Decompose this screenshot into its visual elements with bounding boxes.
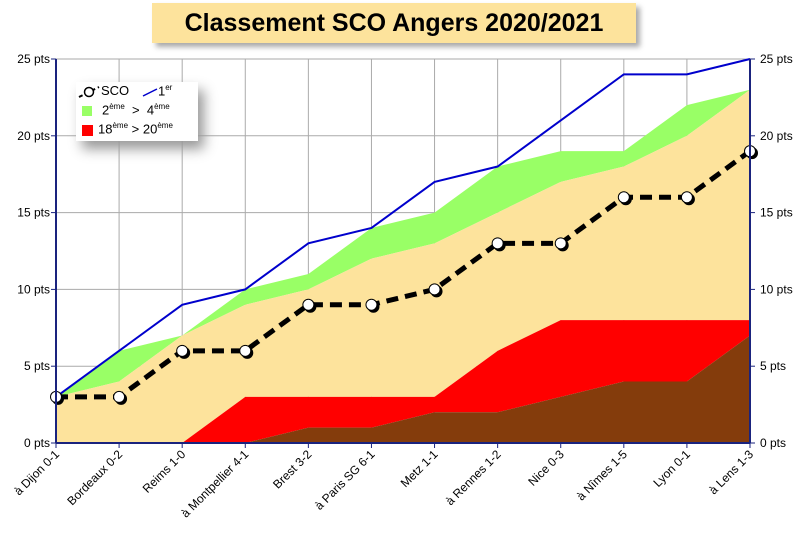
sco-point [491,237,504,250]
y-tick-label-left: 25 pts [17,52,50,66]
x-tick-label: à Montpellier 4-1 [178,447,251,520]
x-tick-label: à Nîmes 1-5 [574,447,630,503]
y-tick-label-right: 15 pts [760,206,793,220]
legend-sco-marker-icon [78,86,100,98]
y-tick-label-right: 25 pts [760,52,793,66]
legend-top-band-label: 2ème > 4ème [102,102,170,118]
mid-table-area [56,89,750,443]
y-tick-label-left: 5 pts [24,359,50,373]
x-tick-label: à Rennes 1-2 [443,447,504,508]
legend: SCO 1er 2ème > 4ème 18ème > 20ème [76,82,198,141]
y-tick-label-right: 0 pts [760,436,786,450]
x-tick-label: à Dijon 0-1 [11,447,62,498]
sco-point [302,298,315,311]
y-tick-label-right: 20 pts [760,129,793,143]
legend-first-line-icon [142,88,158,97]
y-tick-label-left: 20 pts [17,129,50,143]
y-tick-label-left: 0 pts [24,436,50,450]
sco-point [239,344,252,357]
band-2-4-area [56,89,750,397]
legend-first-label: 1er [158,83,173,99]
y-tick-label-right: 10 pts [760,282,793,296]
legend-red-swatch-icon [82,125,93,136]
y-tick-label-left: 15 pts [17,206,50,220]
sco-point [554,237,567,250]
x-tick-label: à Lens 1-3 [706,447,756,497]
band-18-20-area [56,320,750,443]
x-tick-label: Metz 1-1 [398,447,441,490]
x-tick-label: Brest 3-2 [270,447,315,492]
legend-green-swatch-icon [82,106,92,116]
x-tick-label: Bordeaux 0-2 [64,447,125,508]
y-tick-label-right: 5 pts [760,359,786,373]
sco-point [680,191,693,204]
x-tick-label: Nice 0-3 [525,447,567,489]
y-tick-label-left: 10 pts [17,282,50,296]
x-tick-label: à Paris SG 6-1 [312,447,378,513]
sco-point [617,191,630,204]
series-1er-line [55,58,751,398]
legend-bottom-band-label: 18ème > 20ème [98,121,173,137]
x-tick-label: Lyon 0-1 [650,447,693,490]
below-20-area [56,335,750,443]
sco-point [365,298,378,311]
sco-point [428,283,441,296]
chart-title: Classement SCO Angers 2020/2021 [152,3,636,43]
sco-point [113,390,126,403]
x-tick-label: Reims 1-0 [140,447,189,496]
legend-sco-label: SCO [101,83,130,98]
sco-point [176,344,189,357]
